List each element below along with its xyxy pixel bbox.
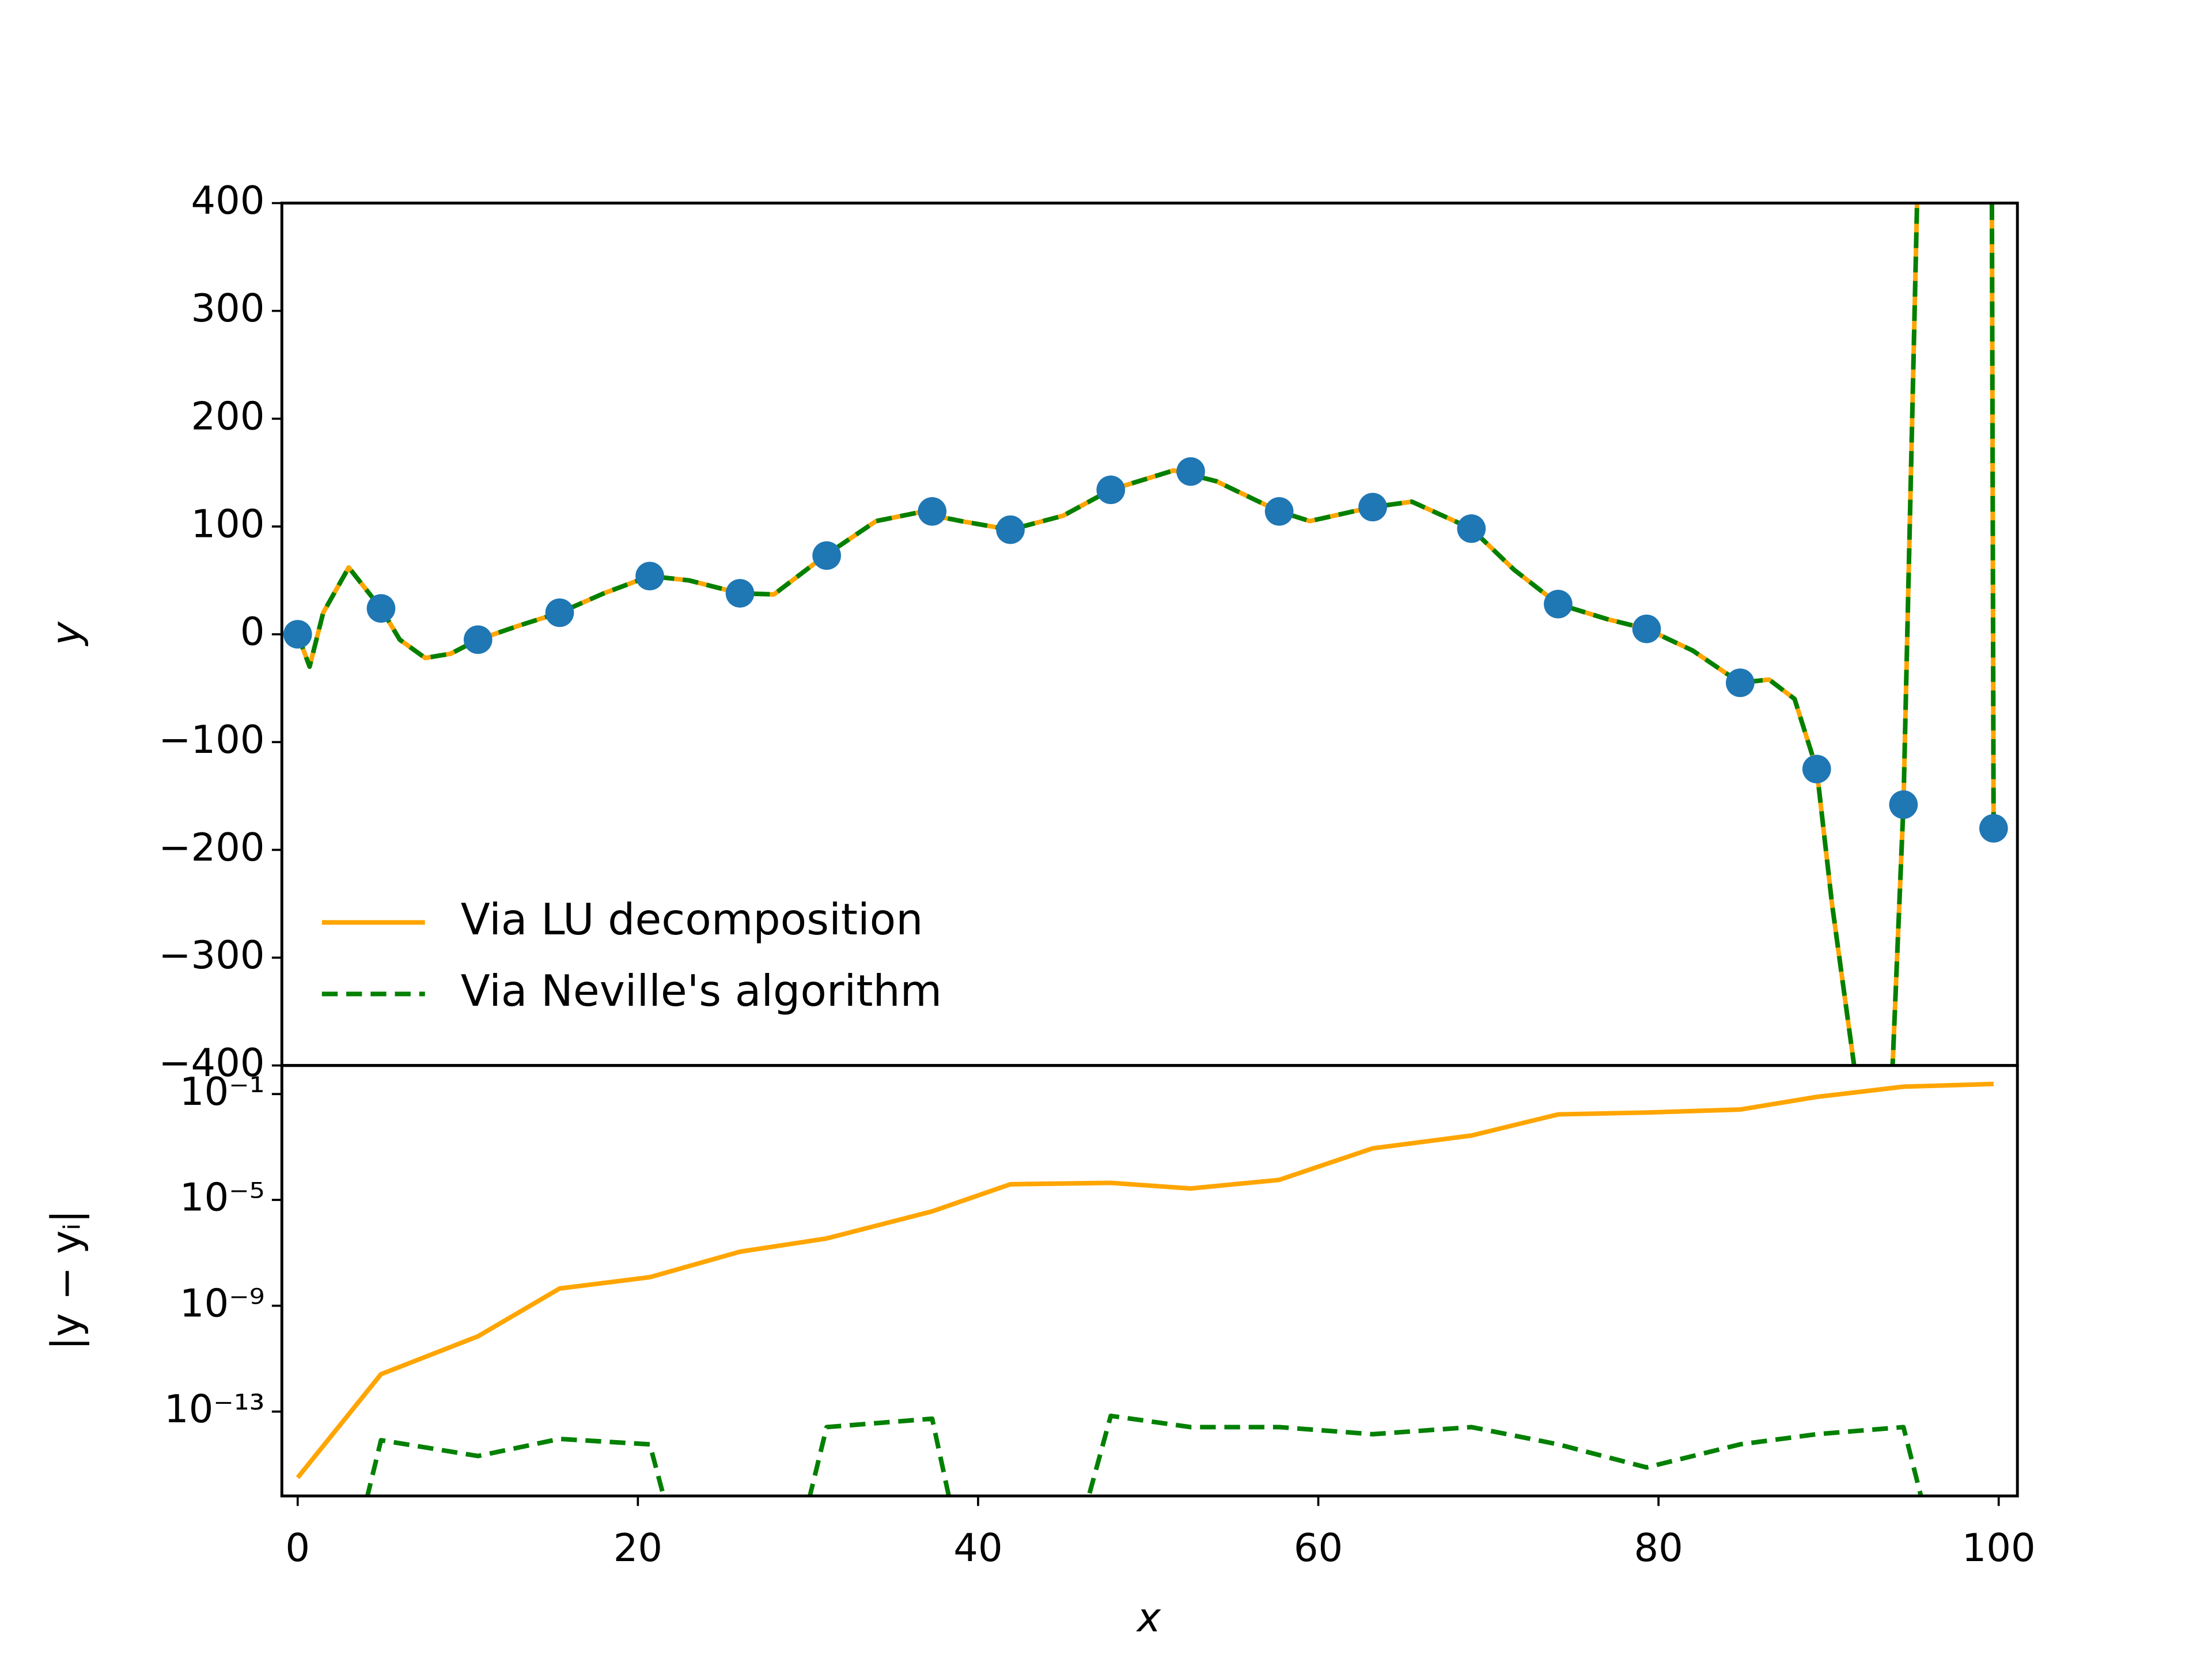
axes: −400−300−200−100010020030040010⁻¹³10⁻⁹10…	[158, 178, 2035, 1570]
data-point	[635, 562, 664, 590]
y-tick-label: 10⁻¹³	[164, 1387, 264, 1431]
y-tick-label: 10⁻¹	[180, 1069, 265, 1114]
y-tick-label: 10⁻⁵	[180, 1175, 265, 1220]
data-point	[918, 497, 947, 526]
data-point	[1096, 475, 1126, 505]
data-point	[1358, 493, 1387, 522]
y-tick-label: 0	[240, 609, 265, 654]
x-tick-label: 80	[1634, 1525, 1683, 1570]
x-tick-label: 40	[953, 1525, 1002, 1570]
data-point	[1889, 790, 1918, 819]
x-tick-label: 60	[1294, 1525, 1343, 1570]
y-tick-label: −100	[158, 717, 264, 762]
legend-label: Via LU decomposition	[461, 895, 923, 945]
y-tick-label: 200	[191, 393, 265, 438]
bottom-plot-area	[296, 1081, 1994, 1496]
y-axis-label: y	[43, 621, 89, 646]
data-point	[1176, 457, 1205, 486]
data-point	[1802, 755, 1831, 783]
x-tick-label: 100	[1962, 1525, 2036, 1570]
y-tick-label: −400	[158, 1040, 264, 1085]
data-point	[283, 620, 312, 649]
x-axis-label: x	[1136, 1594, 1161, 1641]
y-tick-label: 100	[191, 502, 265, 547]
data-point	[545, 598, 574, 627]
axes-frame	[280, 1064, 2019, 1498]
legend-label: Via Neville's algorithm	[461, 966, 942, 1016]
data-point	[1979, 814, 2008, 843]
y-axis-label: |y − yᵢ|	[43, 1210, 89, 1350]
y-tick-label: 300	[191, 286, 265, 331]
data-point	[725, 579, 755, 608]
data-point	[996, 515, 1025, 544]
data-point	[1632, 614, 1661, 643]
data-point	[1726, 668, 1755, 698]
data-point	[1544, 589, 1573, 619]
data-point	[1457, 514, 1486, 543]
y-tick-label: −300	[158, 933, 264, 978]
data-point	[463, 625, 493, 654]
y-tick-label: 400	[191, 178, 265, 223]
series-line	[296, 1081, 1994, 1479]
y-tick-label: 10⁻⁹	[180, 1281, 265, 1325]
data-point	[1264, 497, 1294, 526]
x-tick-label: 0	[285, 1525, 310, 1570]
x-tick-label: 20	[613, 1525, 662, 1570]
y-tick-label: −200	[158, 825, 264, 870]
data-point	[812, 541, 841, 570]
data-point	[366, 594, 396, 623]
series-line	[365, 1413, 1923, 1496]
